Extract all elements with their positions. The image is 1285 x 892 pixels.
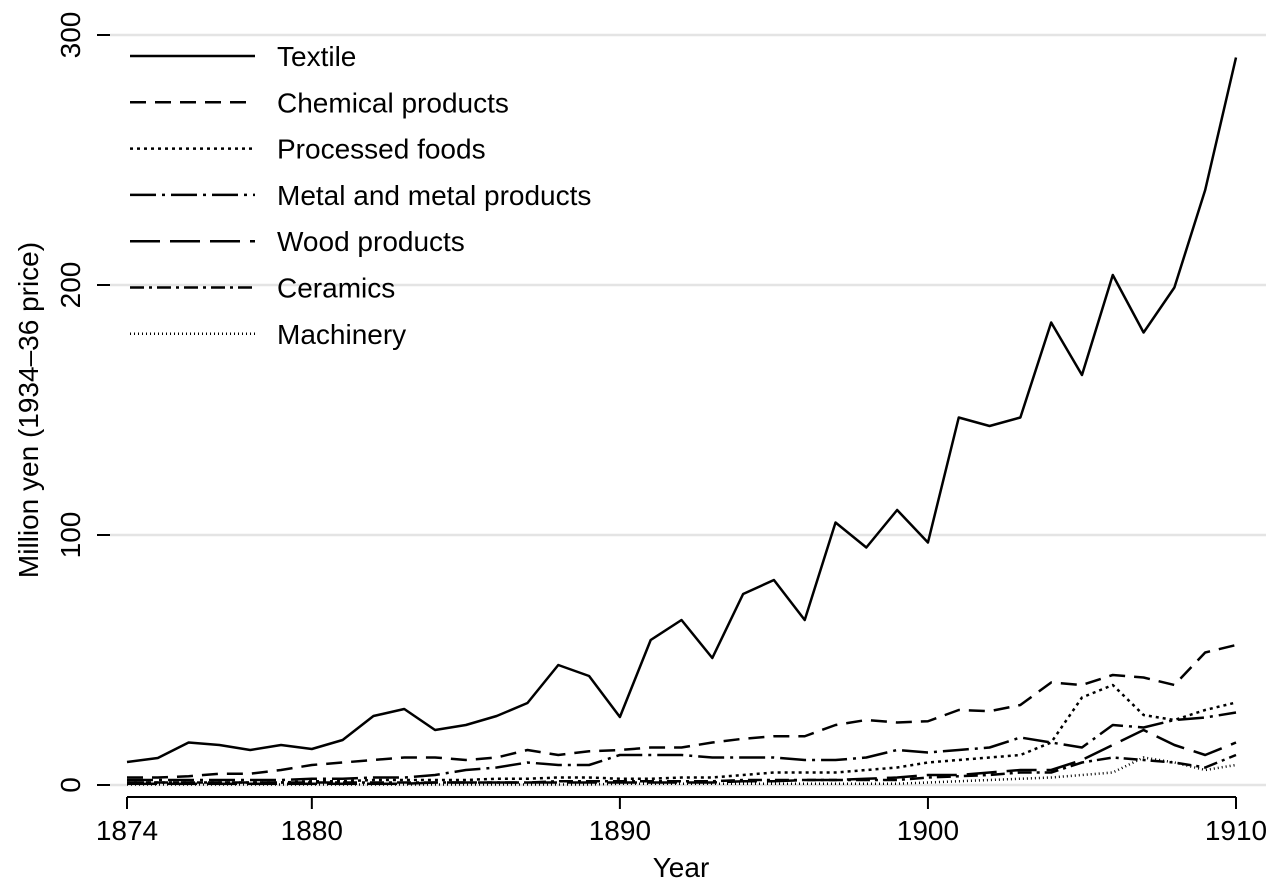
legend-label: Textile: [277, 41, 356, 72]
x-tick-label: 1890: [589, 815, 651, 846]
y-tick-label: 200: [55, 262, 86, 309]
y-axis-title: Million yen (1934–36 price): [13, 242, 44, 578]
legend-label: Machinery: [277, 319, 406, 350]
y-tick-label: 300: [55, 12, 86, 59]
x-tick-label: 1910: [1205, 815, 1267, 846]
y-tick-label: 100: [55, 512, 86, 559]
series-line: [127, 643, 1237, 779]
y-tick-label: 0: [55, 777, 86, 793]
legend-label: Ceramics: [277, 273, 395, 304]
series-line: [127, 728, 1237, 785]
legend-label: Processed foods: [277, 134, 486, 165]
x-axis-title: Year: [653, 852, 710, 883]
x-tick-label: 1880: [281, 815, 343, 846]
legend-label: Metal and metal products: [277, 180, 591, 211]
series-line: [127, 753, 1237, 784]
legend-label: Chemical products: [277, 87, 509, 118]
x-tick-label: 1874: [96, 815, 158, 846]
legend-label: Wood products: [277, 226, 465, 257]
series-line: [126, 57, 1238, 764]
series-line: [127, 711, 1237, 782]
series-line: [127, 683, 1237, 784]
x-tick-label: 1900: [897, 815, 959, 846]
series-line: [127, 756, 1237, 786]
